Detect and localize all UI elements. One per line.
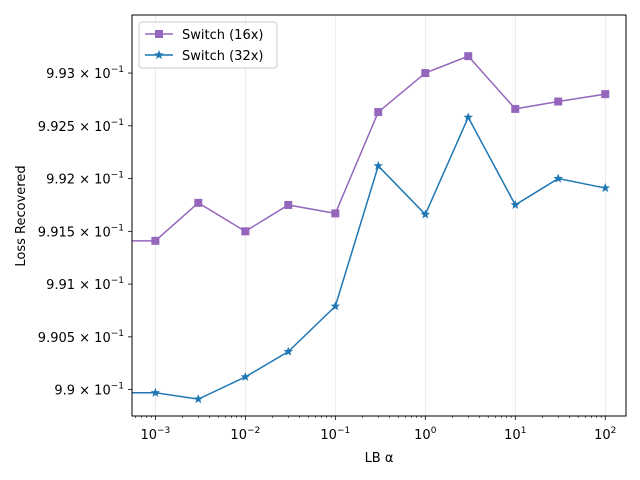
y-tick-label: 9.915 × 10−1 <box>38 223 124 240</box>
x-tick-exponent: −1 <box>337 426 350 436</box>
data-point <box>554 97 563 106</box>
y-tick-label: 9.91 × 10−1 <box>46 276 124 293</box>
data-point <box>511 104 520 113</box>
x-tick-base: 10 <box>320 428 337 443</box>
y-tick-mantissa: 9.915 × 10 <box>38 225 111 240</box>
x-tick-label: 102 <box>594 426 616 443</box>
y-tick-exponent: −1 <box>111 276 124 286</box>
y-tick-exponent: −1 <box>111 171 124 181</box>
data-point <box>600 183 611 193</box>
y-tick-label: 9.905 × 10−1 <box>38 329 124 346</box>
legend-label: Switch (16x) <box>182 28 264 43</box>
y-tick-mantissa: 9.925 × 10 <box>38 120 111 135</box>
data-point <box>463 112 473 122</box>
y-tick-exponent: −1 <box>111 329 124 339</box>
series-line <box>132 55 606 242</box>
plot-frame <box>131 14 627 417</box>
data-point <box>464 52 473 61</box>
data-point <box>510 199 521 209</box>
data-point <box>374 108 383 117</box>
y-tick-exponent: −1 <box>111 382 124 392</box>
legend-item: Switch (16x) <box>145 28 264 43</box>
series-switch-16x <box>132 52 610 245</box>
data-point <box>241 227 250 236</box>
series-line <box>132 115 606 400</box>
legend-marker <box>155 30 163 38</box>
series-layer <box>132 52 611 404</box>
data-point <box>283 346 294 356</box>
y-tick-exponent: −1 <box>111 118 124 128</box>
legend-marker <box>154 50 164 60</box>
data-point <box>150 387 161 397</box>
data-point <box>553 173 563 183</box>
data-point <box>601 90 610 99</box>
grid <box>154 15 606 416</box>
series-switch-32x <box>132 112 611 404</box>
data-point <box>132 236 133 245</box>
x-tick-exponent: 0 <box>431 426 437 436</box>
data-point <box>373 160 384 170</box>
data-point <box>194 198 203 207</box>
x-tick-base: 10 <box>504 428 521 443</box>
x-axis: 10−3 10−2 10−1 100 101 102 <box>135 416 616 443</box>
data-point <box>420 209 431 219</box>
data-point <box>331 209 340 218</box>
data-point <box>240 371 251 381</box>
y-axis-label: Loss Recovered <box>14 165 29 266</box>
x-tick-exponent: −3 <box>157 426 170 436</box>
x-tick-base: 10 <box>140 428 157 443</box>
y-axis: 9.9 × 10−19.905 × 10−19.91 × 10−19.915 ×… <box>38 65 132 399</box>
y-tick-mantissa: 9.93 × 10 <box>46 67 111 82</box>
x-tick-base: 10 <box>594 428 611 443</box>
y-tick-mantissa: 9.9 × 10 <box>54 384 110 399</box>
x-tick-label: 101 <box>504 426 526 443</box>
x-tick-base: 10 <box>414 428 431 443</box>
x-axis-label: LB α <box>365 451 394 466</box>
data-point <box>193 394 204 404</box>
y-tick-mantissa: 9.905 × 10 <box>38 331 111 346</box>
y-tick-label: 9.925 × 10−1 <box>38 118 124 135</box>
y-tick-label: 9.93 × 10−1 <box>46 65 124 82</box>
y-tick-mantissa: 9.92 × 10 <box>46 173 111 188</box>
y-tick-label: 9.9 × 10−1 <box>54 382 124 399</box>
y-tick-exponent: −1 <box>111 223 124 233</box>
data-point <box>284 200 293 209</box>
x-tick-exponent: 2 <box>611 426 617 436</box>
data-point <box>330 301 341 311</box>
data-point <box>151 236 160 245</box>
y-tick-exponent: −1 <box>111 65 124 75</box>
legend-item: Switch (32x) <box>145 49 264 64</box>
x-tick-label: 10−2 <box>230 426 260 443</box>
x-tick-exponent: 1 <box>521 426 527 436</box>
x-tick-base: 10 <box>230 428 247 443</box>
y-tick-mantissa: 9.91 × 10 <box>46 278 111 293</box>
legend: Switch (16x) Switch (32x) <box>138 21 278 69</box>
x-tick-label: 10−1 <box>320 426 350 443</box>
y-tick-label: 9.92 × 10−1 <box>46 171 124 188</box>
legend-box <box>138 21 278 69</box>
x-tick-exponent: −2 <box>247 426 260 436</box>
x-tick-label: 10−3 <box>140 426 170 443</box>
legend-label: Switch (32x) <box>182 49 264 64</box>
x-tick-label: 100 <box>414 426 437 443</box>
data-point <box>421 69 430 78</box>
